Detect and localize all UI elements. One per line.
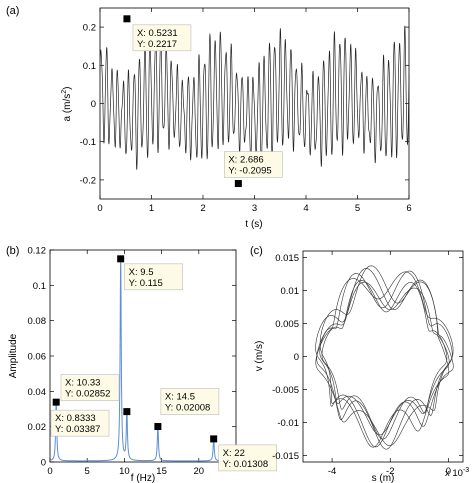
- panel-c-label: (c): [250, 245, 263, 257]
- panel-b-datatip-4-text: Y: 0.02008: [165, 403, 210, 414]
- xtick-label: 10: [119, 466, 130, 477]
- panel-c-x-multiplier-exp: -3: [463, 467, 469, 474]
- panel-a-ylabel-close: ): [62, 86, 73, 89]
- panel-b-datatip-1-marker: [52, 398, 60, 406]
- panel-b-datatip-2-text: Y: 0.02852: [65, 389, 110, 400]
- panel-b-label: (b): [6, 245, 19, 257]
- panel-a-ylabel-sup: 2: [61, 90, 68, 94]
- panel-a-datatip-2-marker: [234, 180, 242, 188]
- panel-b-datatip-5-text: Y: 0.01308: [223, 459, 268, 470]
- ytick-label: 0.1: [33, 281, 46, 292]
- panel-b-datatip-2-marker: [123, 408, 131, 416]
- panel-b-ticks: 0 5 10 15 20 0 0.02 0.04 0.06 0.08 0.1 0.12: [28, 246, 236, 477]
- xtick-label: 6: [406, 203, 411, 214]
- ytick-label: 0.12: [28, 246, 47, 257]
- panel-a-ticks: 0 1 2 3 4 5 6 -0.2 -0.1 0 0.1 0.2: [80, 8, 412, 214]
- panel-a-ylabel: a (m/s2): [61, 86, 73, 121]
- panel-a-xlabel: t (s): [245, 219, 262, 230]
- panel-b-datatip-2-text: X: 10.33: [65, 378, 100, 389]
- panel-b-spectrum-line: [49, 257, 236, 462]
- ytick-label: 0: [294, 352, 299, 363]
- panel-b-datatip-3-text: Y: 0.115: [129, 278, 163, 289]
- panel-a-datatip-1-text: Y: 0.2217: [137, 39, 177, 50]
- panel-c-ylabel: v (m/s): [254, 341, 265, 372]
- panel-a-datatip-1-text: X: 0.5231: [137, 28, 178, 39]
- xtick-label: 1: [149, 203, 154, 214]
- panel-b-datatip-3-box: [124, 263, 183, 291]
- panel-a-signal-line: [99, 25, 410, 170]
- panel-c-x-multiplier-base: x 10: [445, 468, 463, 479]
- panel-a-datatip-1-box: [132, 24, 192, 52]
- panel-b-xlabel: f (Hz): [131, 473, 155, 483]
- xtick-label: 5: [355, 203, 360, 214]
- panel-b-datatip-4-marker: [154, 423, 162, 431]
- panel-c-xlabel: s (m): [372, 473, 395, 483]
- panel-c-ticks: -4 -2 0 -0.015 -0.01 -0.005 0 0.005 0.01 0.015: [272, 251, 463, 477]
- xtick-label: 15: [156, 466, 167, 477]
- ytick-label: 0: [91, 99, 96, 110]
- panel-c-phase-lines: [315, 265, 454, 450]
- panel-b-datatip-1-box: [50, 409, 110, 437]
- panel-a-ylabel-main: a (m/s: [62, 94, 73, 122]
- panel-a-datatip-1-marker: [123, 15, 131, 23]
- ytick-label: -0.015: [272, 451, 299, 462]
- ytick-label: -0.2: [80, 175, 96, 186]
- ytick-label: 0.08: [28, 316, 47, 327]
- panel-b-datatip-3-marker: [117, 255, 125, 263]
- ytick-label: 0.2: [83, 23, 96, 34]
- ytick-label: 0: [41, 458, 46, 469]
- xtick-label: 20: [194, 466, 205, 477]
- ytick-label: 0.01: [281, 286, 300, 297]
- ytick-label: 0.04: [28, 387, 47, 398]
- phase-loop: [315, 271, 454, 446]
- panel-b: (b) 0 5 10 15 20 0 0.02 0.04 0.06 0.08 0.1 0.12 X: …: [6, 245, 277, 483]
- ytick-label: 0.06: [28, 352, 47, 363]
- panel-a-datatip-2-text: X: 2.686: [228, 155, 263, 166]
- panel-b-datatip-4-text: X: 14.5: [165, 392, 195, 403]
- panel-c-axes-box: [302, 250, 464, 463]
- ytick-label: 0.1: [83, 61, 96, 72]
- panel-a-datatip-2-text: Y: -0.2095: [228, 166, 271, 177]
- xtick-label: 5: [85, 466, 90, 477]
- panel-b-datatip-1-text: Y: 0.03387: [55, 424, 100, 435]
- xtick-label: 3: [252, 203, 257, 214]
- ytick-label: -0.1: [80, 137, 96, 148]
- panel-b-datatip-3-text: X: 9.5: [129, 267, 154, 278]
- phase-loop: [319, 265, 450, 448]
- panel-b-datatip-2-box: [60, 374, 120, 401]
- ytick-label: 0.02: [28, 422, 47, 433]
- panel-b-datatip-5-box: [218, 444, 277, 472]
- xtick-label: 0: [446, 466, 451, 477]
- panel-a-label: (a): [6, 5, 19, 17]
- xtick-label: 2: [200, 203, 205, 214]
- ytick-label: -0.005: [272, 385, 299, 396]
- panel-b-datatip-5-marker: [210, 435, 218, 443]
- xtick-label: -4: [328, 466, 336, 477]
- panel-a-datatip-2-box: [224, 151, 283, 178]
- ytick-label: 0.005: [275, 319, 299, 330]
- panel-b-datatip-4-box: [160, 388, 220, 415]
- xtick-label: 0: [47, 466, 52, 477]
- phase-loop: [319, 281, 450, 436]
- panel-c-x-multiplier: x 10-3: [445, 467, 469, 479]
- xtick-label: 0: [97, 203, 102, 214]
- panel-c: (c) -4 -2 0 -0.015 -0.01 -0.005 0 0.005 0.01 0.01…: [250, 245, 469, 483]
- ytick-label: 0.015: [275, 253, 299, 264]
- xtick-label: -2: [386, 466, 394, 477]
- panel-b-datatip-5-text: X: 22: [223, 448, 245, 459]
- xtick-label: 4: [303, 203, 308, 214]
- ytick-label: -0.01: [277, 418, 299, 429]
- panel-b-datatip-1-text: X: 0.8333: [55, 413, 96, 424]
- panel-b-ylabel: Amplitude: [8, 333, 19, 378]
